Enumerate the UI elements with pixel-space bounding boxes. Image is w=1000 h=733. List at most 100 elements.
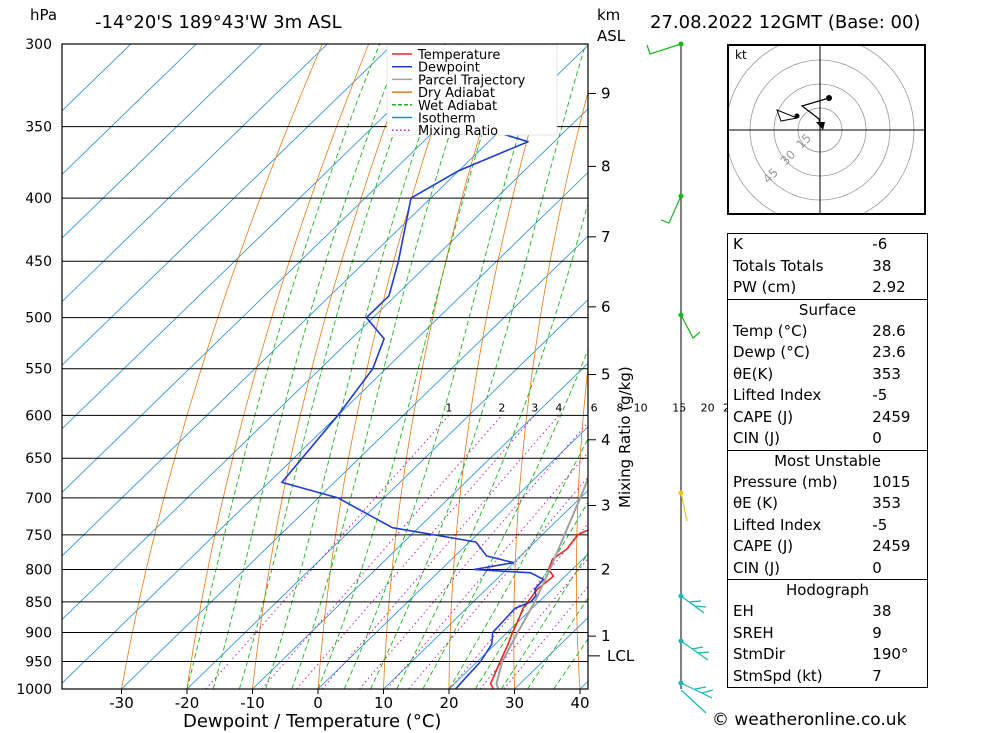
surface-value: 0 xyxy=(872,429,882,447)
mixing-ratio-label: 8 xyxy=(617,401,624,414)
surface-label: Dewp (°C) xyxy=(733,343,811,361)
isotherm-line xyxy=(62,44,263,239)
pressure-tick-label: 600 xyxy=(25,408,52,424)
isotherm-line xyxy=(62,44,459,430)
legend-label: Dry Adiabat xyxy=(418,86,495,101)
wet-adiabat-line xyxy=(422,348,588,689)
temperature-profile xyxy=(489,529,588,689)
mixing-ratio-line xyxy=(261,414,503,689)
wet-adiabat-line xyxy=(317,44,512,689)
wind-barb xyxy=(680,314,701,339)
dry-adiabat-line xyxy=(448,44,555,689)
dry-adiabat-line xyxy=(186,44,370,689)
most-unstable-label: Lifted Index xyxy=(733,515,822,534)
surface-label: Lifted Index xyxy=(733,386,822,404)
isotherm-line xyxy=(62,44,394,366)
km-tick-label: 9 xyxy=(601,84,611,102)
isotherm-line xyxy=(62,44,328,303)
km-tick-label: 1 xyxy=(601,627,611,645)
legend-label: Parcel Trajectory xyxy=(418,73,526,88)
surface-value: 28.6 xyxy=(872,321,906,340)
pressure-tick-label: 950 xyxy=(25,655,52,671)
x-tick-label: 30 xyxy=(505,694,524,712)
most-unstable-row: Pressure (mb) 1015 xyxy=(728,472,927,494)
hodograph-stat-label: EH xyxy=(733,602,754,620)
mixing-ratio-line xyxy=(386,451,588,689)
mixing-ratio-label: 10 xyxy=(634,401,648,414)
surface-value: -5 xyxy=(872,386,888,404)
legend-label: Temperature xyxy=(417,48,500,63)
wind-barb xyxy=(680,595,707,614)
hodograph-table-title: Hodograph xyxy=(785,581,870,599)
mixing-ratio-label: 15 xyxy=(672,401,686,414)
hodograph-stat-row: StmSpd (kt) 7 xyxy=(728,666,927,688)
dry-adiabat-line xyxy=(513,90,588,689)
x-tick-label: 0 xyxy=(313,694,323,712)
wind-barb xyxy=(680,682,714,714)
wet-adiabat-line xyxy=(238,44,427,689)
mixing-ratio-label: 4 xyxy=(555,401,562,414)
dry-adiabat-line xyxy=(121,44,323,689)
mixing-ratio-line xyxy=(359,421,588,689)
surface-row: θE(K) 353 xyxy=(728,364,927,386)
datetime-title: 27.08.2022 12GMT (Base: 00) xyxy=(650,12,920,33)
hodograph-trace xyxy=(800,97,830,127)
isotherm-line xyxy=(62,108,588,621)
mixing-ratio-line xyxy=(296,414,536,689)
copyright-footer: © weatheronline.co.uk xyxy=(712,710,907,730)
surface-label: CIN (J) xyxy=(733,429,781,447)
legend-label: Isotherm xyxy=(418,112,476,127)
isotherm-line xyxy=(448,553,588,689)
x-tick-label: 20 xyxy=(439,694,458,712)
wet-adiabat-line xyxy=(396,201,588,689)
totals-totals-row: Totals Totals 38 xyxy=(733,256,892,275)
hodograph-stat-label: StmDir xyxy=(733,645,785,663)
pressure-unit-label: hPa xyxy=(30,6,57,24)
legend-label: Dewpoint xyxy=(418,61,480,76)
most-unstable-row: Lifted Index -5 xyxy=(728,515,927,537)
hodograph-motion-arrow xyxy=(776,109,798,122)
mixing-ratio-label: 6 xyxy=(591,401,598,414)
lcl-label: LCL xyxy=(607,647,635,665)
mixing-ratio-label: 20 xyxy=(701,401,715,414)
km-tick-label: 6 xyxy=(601,298,611,316)
surface-value: 23.6 xyxy=(872,343,906,361)
hodograph-storm-marker xyxy=(816,122,825,130)
pressure-tick-label: 350 xyxy=(25,120,52,136)
hodograph-stat-row: StmDir 190° xyxy=(728,644,927,666)
dry-adiabat-line xyxy=(966,7,1000,715)
surface-row: Temp (°C) 28.6 xyxy=(728,321,927,343)
surface-value: 2459 xyxy=(872,407,911,426)
hodograph-point-upper xyxy=(826,95,832,101)
surface-title: Surface xyxy=(798,300,857,319)
pressure-tick-label: 800 xyxy=(25,562,52,578)
km-tick-label: 4 xyxy=(601,431,611,449)
mixing-ratio-label: 2 xyxy=(498,401,505,414)
pressure-tick-label: 1000 xyxy=(16,682,52,698)
mixing-ratio-line xyxy=(205,414,450,689)
pressure-tick-label: 400 xyxy=(25,191,52,207)
x-axis-title: Dewpoint / Temperature (°C) xyxy=(183,711,441,732)
pressure-tick-label: 650 xyxy=(25,451,52,467)
dry-adiabat-line xyxy=(383,44,509,689)
pressure-tick-label: 450 xyxy=(25,254,52,270)
wind-barb xyxy=(680,492,688,522)
pressure-tick-label: 500 xyxy=(25,311,52,327)
mixing-ratio-axis-title: Mixing Ratio (g/kg) xyxy=(616,366,634,508)
most-unstable-value: 2459 xyxy=(872,537,911,555)
mixing-ratio-label: 1 xyxy=(445,401,452,414)
isotherm-line xyxy=(62,44,197,175)
dewpoint-profile xyxy=(281,44,545,689)
most-unstable-value: 353 xyxy=(872,494,901,512)
location-title: -14°20'S 189°43'W 3m ASL xyxy=(95,12,342,33)
wet-adiabat-line xyxy=(369,44,587,689)
plot-frame xyxy=(61,43,589,690)
wet-adiabat-line xyxy=(501,552,588,689)
hodograph-stat-row: EH 38 xyxy=(728,601,927,623)
km-tick-label: 3 xyxy=(601,497,611,515)
most-unstable-value: 1015 xyxy=(872,472,911,491)
dry-adiabat-line xyxy=(637,7,703,715)
